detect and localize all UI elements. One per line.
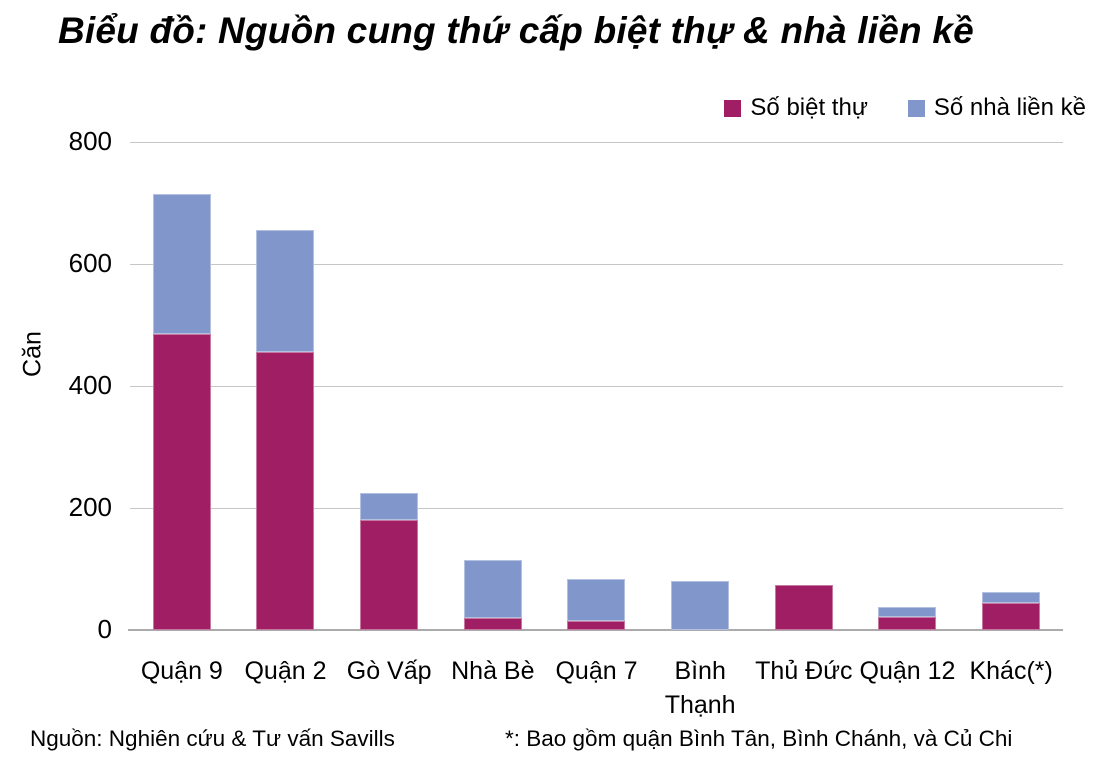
- legend-label-biet-thu: Số biệt thự: [750, 94, 868, 121]
- bar-group: [856, 142, 960, 630]
- bar-group: [752, 142, 856, 630]
- x-axis-label: Gò Vấp: [346, 657, 432, 685]
- bar-segment-nha-lien-ke: [982, 592, 1041, 604]
- x-axis-line: [128, 629, 1063, 631]
- y-tick-label-400: 400: [68, 369, 112, 400]
- legend-item-biet-thu: Số biệt thự: [724, 94, 868, 122]
- x-axis-label: Khác(*): [969, 657, 1053, 685]
- y-tick-label-800: 800: [68, 125, 112, 156]
- legend-label-nha-lien-ke: Số nhà liền kề: [933, 94, 1086, 121]
- gridline-200: [130, 507, 1063, 509]
- legend-item-nha-lien-ke: Số nhà liền kề: [907, 94, 1086, 122]
- gridline-800: [130, 141, 1063, 143]
- x-axis-label: Quận 7: [555, 657, 638, 685]
- legend-swatch-nha-lien-ke: [907, 99, 925, 117]
- x-axis-label: Quận 12: [859, 657, 956, 685]
- bar-group: [648, 142, 752, 630]
- y-tick-label-600: 600: [68, 247, 112, 278]
- bar-segment-biet-thu: [567, 620, 626, 630]
- bar-group: [130, 142, 234, 630]
- bar-group: [959, 142, 1063, 630]
- footer-source: Nguồn: Nghiên cứu & Tư vấn Savills: [30, 726, 395, 751]
- bar-segment-nha-lien-ke: [463, 559, 522, 618]
- bar-segment-biet-thu: [878, 616, 937, 630]
- gridline-600: [130, 263, 1063, 265]
- bar-segment-nha-lien-ke: [152, 193, 211, 335]
- bar-segment-biet-thu: [256, 352, 315, 630]
- y-tick-label-0: 0: [97, 613, 112, 644]
- page-title: Biểu đồ: Nguồn cung thứ cấp biệt thự & n…: [58, 10, 974, 51]
- gridline-400: [130, 385, 1063, 387]
- bar-segment-biet-thu: [152, 334, 211, 630]
- footer-note: *: Bao gồm quận Bình Tân, Bình Chánh, và…: [505, 726, 1013, 751]
- bar-segment-biet-thu: [982, 603, 1041, 630]
- bar-group: [337, 142, 441, 630]
- x-axis-label: Nhà Bè: [451, 657, 535, 685]
- bar-group: [234, 142, 338, 630]
- bar-segment-nha-lien-ke: [878, 606, 937, 617]
- bar-segment-nha-lien-ke: [256, 230, 315, 353]
- bar-group: [441, 142, 545, 630]
- chart-plot: [128, 141, 1063, 631]
- y-tick-label-200: 200: [68, 491, 112, 522]
- x-axis-label: Thủ Đức: [755, 657, 853, 685]
- bar-segment-nha-lien-ke: [671, 581, 730, 630]
- x-axis-label: Bình Thạnh: [664, 657, 736, 719]
- y-axis-ticks: 0 200 400 600 800: [0, 126, 112, 644]
- bar-group: [545, 142, 649, 630]
- legend: Số biệt thự Số nhà liền kề: [724, 94, 1086, 122]
- bar-segment-biet-thu: [360, 520, 419, 630]
- bar-segment-nha-lien-ke: [360, 492, 419, 521]
- bar-segment-biet-thu: [463, 617, 522, 630]
- bar-segment-biet-thu: [774, 584, 833, 630]
- legend-swatch-biet-thu: [724, 99, 742, 117]
- x-axis-label: Quận 2: [244, 657, 327, 685]
- bar-segment-nha-lien-ke: [567, 579, 626, 621]
- x-axis-label: Quận 9: [140, 657, 223, 685]
